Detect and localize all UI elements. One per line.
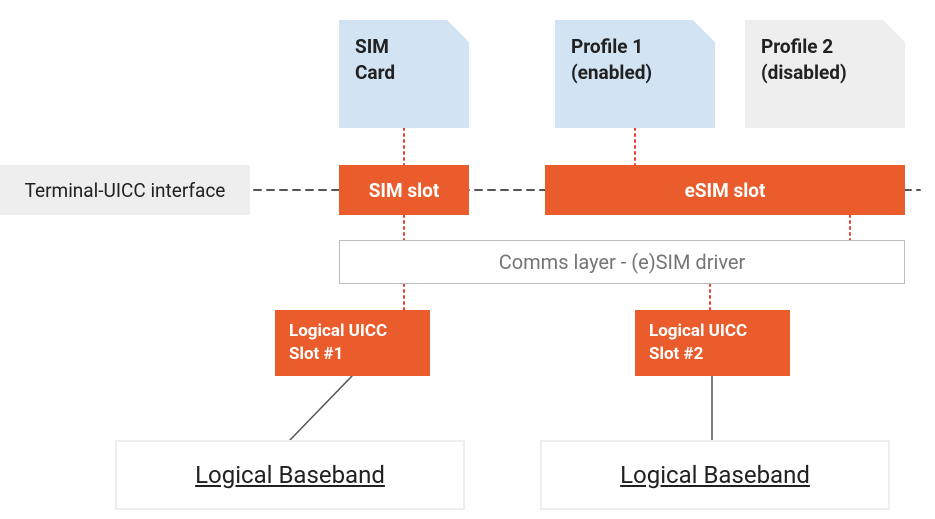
- esim-slot: eSIM slot: [545, 165, 905, 215]
- card-fold-icon: [883, 20, 905, 42]
- logical-baseband-1-label: Logical Baseband: [195, 461, 385, 489]
- logical-uicc-slot-1-label: Logical UICC Slot #1: [289, 321, 387, 364]
- profile-1-label: Profile 1 (enabled): [571, 34, 699, 85]
- logical-baseband-2: Logical Baseband: [540, 440, 890, 510]
- card-fold-icon: [693, 20, 715, 42]
- sim-card: SIM Card: [339, 20, 469, 128]
- profile-2-label: Profile 2 (disabled): [761, 34, 889, 85]
- terminal-uicc-interface-box: Terminal-UICC interface: [0, 165, 250, 215]
- comms-layer-box: Comms layer - (e)SIM driver: [339, 240, 905, 284]
- card-fold-icon: [447, 20, 469, 42]
- logical-uicc-slot-2: Logical UICC Slot #2: [635, 310, 790, 376]
- sim-slot: SIM slot: [339, 165, 469, 215]
- profile-2-card: Profile 2 (disabled): [745, 20, 905, 128]
- esim-slot-label: eSIM slot: [685, 179, 766, 202]
- sim-slot-label: SIM slot: [369, 179, 440, 202]
- profile-1-card: Profile 1 (enabled): [555, 20, 715, 128]
- logical-baseband-2-label: Logical Baseband: [620, 461, 810, 489]
- logical-baseband-1: Logical Baseband: [115, 440, 465, 510]
- comms-layer-label: Comms layer - (e)SIM driver: [499, 250, 746, 274]
- sim-card-label: SIM Card: [355, 34, 453, 85]
- logical-uicc-slot-2-label: Logical UICC Slot #2: [649, 321, 747, 364]
- logical-uicc-slot-1: Logical UICC Slot #1: [275, 310, 430, 376]
- terminal-uicc-interface-label: Terminal-UICC interface: [25, 179, 226, 202]
